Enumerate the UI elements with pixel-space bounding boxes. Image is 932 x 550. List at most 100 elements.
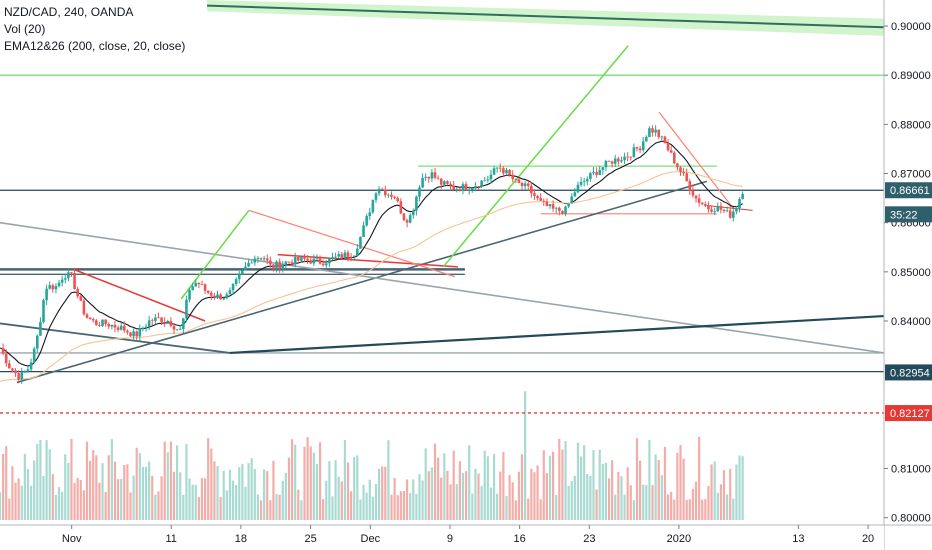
candle-body xyxy=(539,198,542,201)
candle xyxy=(281,260,285,273)
volume-bar xyxy=(607,478,611,520)
candle-body xyxy=(352,255,356,257)
candle-body xyxy=(356,248,359,256)
candle-body xyxy=(467,189,471,191)
candle-body xyxy=(296,256,300,261)
candle xyxy=(449,181,452,191)
volume-bar xyxy=(244,486,247,520)
candle-body xyxy=(269,260,272,265)
time-tick-label: 2020 xyxy=(667,533,691,545)
candle xyxy=(436,175,440,180)
candle-body xyxy=(418,187,421,197)
volume-bar xyxy=(464,471,468,520)
candle xyxy=(346,250,350,262)
legend-ema[interactable]: EMA12&26 (200, close, 20, close) xyxy=(4,39,186,53)
legend-symbol[interactable]: NZD/CAD, 240, OANDA xyxy=(4,5,134,19)
volume-bar xyxy=(290,439,294,520)
candle xyxy=(511,170,515,183)
candle-body xyxy=(508,169,511,175)
candle xyxy=(312,254,316,266)
candle xyxy=(676,163,679,171)
candle-body xyxy=(480,180,483,187)
candle-body xyxy=(443,181,446,185)
candle-body xyxy=(371,199,375,213)
candle-body xyxy=(163,321,166,323)
candle xyxy=(669,145,673,154)
volume-bar xyxy=(154,494,157,520)
candle-body xyxy=(735,208,738,212)
candle-body xyxy=(45,288,48,301)
candle-body xyxy=(589,173,592,179)
candle xyxy=(623,152,626,164)
candle-body xyxy=(579,181,583,185)
time-axis: Nov 11 18 25 Dec 9 16 23 2020 13 20 xyxy=(0,524,932,550)
volume-bar xyxy=(489,487,493,520)
candle-body xyxy=(144,326,148,328)
candle xyxy=(725,206,729,213)
ema-line xyxy=(0,140,743,367)
price-tag-label: 0.86661 xyxy=(890,185,930,197)
volume-bar xyxy=(73,482,76,520)
volume-bar xyxy=(446,470,449,520)
candle xyxy=(607,160,611,162)
volume-bar xyxy=(259,500,263,520)
time-tick-label: 23 xyxy=(583,533,595,545)
volume-bar xyxy=(545,473,548,520)
volume-bar xyxy=(726,494,729,520)
candle-body xyxy=(107,323,111,327)
moving-averages xyxy=(0,140,743,382)
candle-body xyxy=(427,176,431,179)
candle-body xyxy=(318,258,322,264)
volume-bar xyxy=(182,494,185,520)
candle-body xyxy=(585,178,589,182)
volume-bar xyxy=(499,471,502,520)
volume-bar xyxy=(694,481,698,520)
candle-body xyxy=(530,185,533,194)
candle xyxy=(284,260,288,269)
candle xyxy=(654,125,657,137)
volume-bar xyxy=(381,466,384,520)
candle xyxy=(564,205,567,217)
volume-bar xyxy=(17,478,20,520)
trend-line xyxy=(443,45,629,267)
volume-bar xyxy=(533,472,536,520)
volume-bar xyxy=(632,500,635,520)
legend-volume[interactable]: Vol (20) xyxy=(4,22,46,36)
volume-bar xyxy=(11,466,14,520)
volume-bar xyxy=(104,492,107,520)
trend-line xyxy=(16,180,708,384)
volume-bar xyxy=(92,450,95,520)
candle xyxy=(163,317,166,327)
ema-line xyxy=(0,171,743,382)
candle xyxy=(244,261,247,271)
volume-bar xyxy=(123,464,126,520)
candle-body xyxy=(610,161,614,164)
channel-band xyxy=(207,0,885,36)
volume-bar xyxy=(449,484,452,520)
volume-bar xyxy=(437,457,440,520)
volume-bar xyxy=(98,482,101,520)
volume-bar xyxy=(138,453,141,520)
candle-body xyxy=(645,137,648,142)
candle xyxy=(722,209,726,213)
candle xyxy=(377,186,381,196)
candle-body xyxy=(542,200,546,202)
volume-bar xyxy=(219,497,222,520)
price-tag-label: 0.82127 xyxy=(890,408,930,420)
candle-body xyxy=(328,258,331,264)
volume-bar xyxy=(412,479,415,520)
candle-body xyxy=(617,158,620,162)
time-tick-label: 16 xyxy=(514,533,526,545)
volume-bar xyxy=(331,496,334,520)
volume-bar xyxy=(433,443,437,520)
volume-bar xyxy=(185,443,188,520)
volume-bar xyxy=(716,492,719,520)
volume-bar xyxy=(396,495,399,520)
candle xyxy=(321,259,325,267)
volume-bar xyxy=(623,494,626,520)
trend-line xyxy=(229,314,885,355)
volume-bar xyxy=(275,494,278,520)
candle xyxy=(399,198,403,215)
price-tick-label: 0.80000 xyxy=(891,513,931,525)
